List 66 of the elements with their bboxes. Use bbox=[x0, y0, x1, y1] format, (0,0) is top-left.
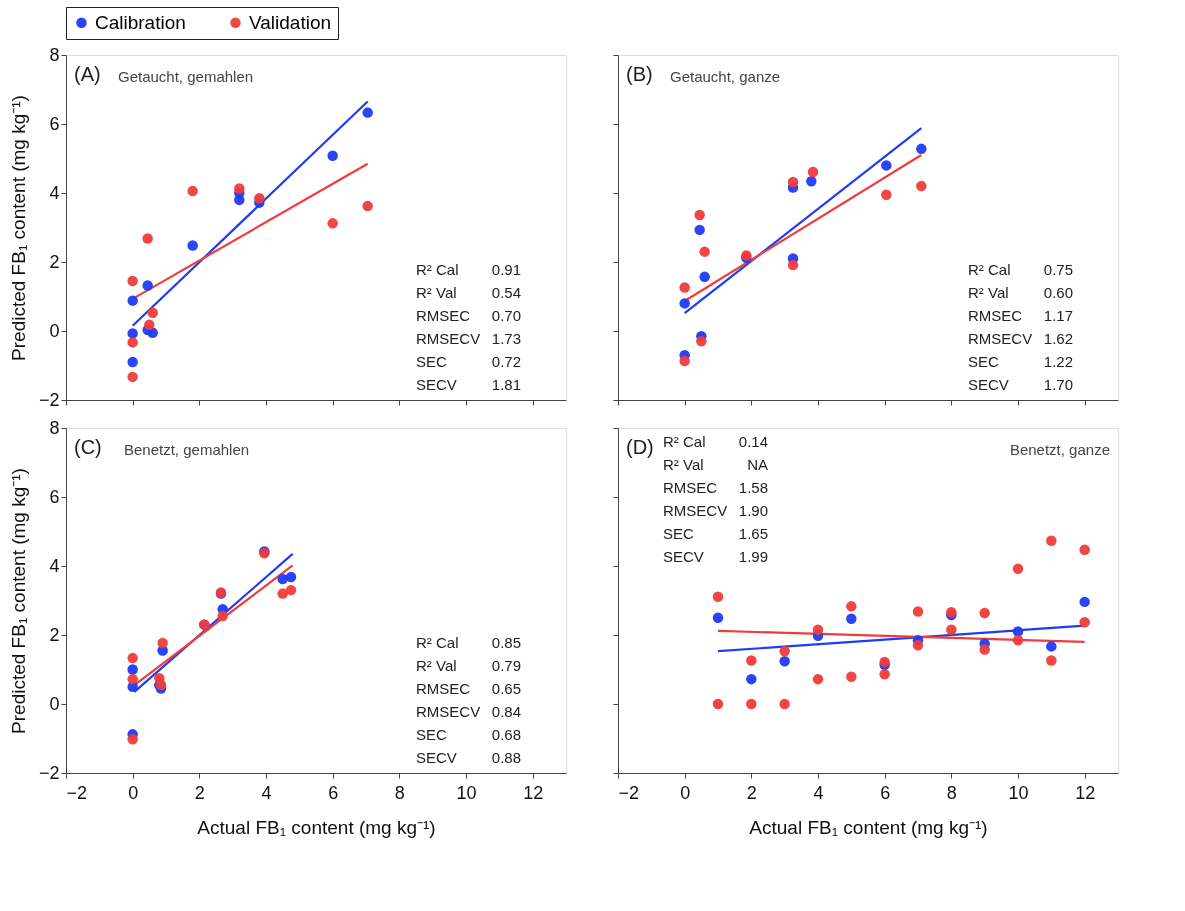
annotation: RMSECV 1.73 bbox=[416, 330, 521, 347]
text: R² Cal 0.14 bbox=[663, 433, 768, 450]
text: RMSEC 1.17 bbox=[968, 307, 1073, 324]
x-tick-label: 8 bbox=[394, 782, 405, 803]
y-tick-label: 4 bbox=[49, 555, 60, 576]
text: SEC 1.65 bbox=[663, 525, 768, 542]
y-tick-label: −2 bbox=[38, 762, 60, 783]
text: R² Val 0.60 bbox=[968, 284, 1073, 301]
annotation: RMSECV 0.84 bbox=[416, 703, 521, 720]
annotation: Getaucht, ganze bbox=[670, 68, 781, 85]
legend-label: Calibration bbox=[95, 11, 186, 33]
x-tick-label: 4 bbox=[813, 782, 824, 803]
y-tick-label: 0 bbox=[49, 320, 60, 341]
text: R² Cal 0.85 bbox=[416, 634, 521, 651]
y-axis-title: Predicted FB₁ content (mg kg⁻¹) bbox=[7, 95, 29, 361]
x-tick-label: 12 bbox=[523, 782, 544, 803]
legend-label: Validation bbox=[249, 11, 332, 33]
annotation: Benetzt, ganze bbox=[1009, 441, 1110, 458]
x-axis-title: Actual FB₁ content (mg kg⁻¹) bbox=[197, 816, 436, 838]
y-tick-label: 2 bbox=[49, 624, 60, 645]
text: R² Cal 0.75 bbox=[968, 261, 1073, 278]
text: SECV 1.81 bbox=[416, 376, 521, 393]
annotation: Benetzt, gemahlen bbox=[124, 441, 250, 458]
x-tick-label: 0 bbox=[680, 782, 691, 803]
x-tick-label: 6 bbox=[880, 782, 891, 803]
x-tick-label: 2 bbox=[194, 782, 205, 803]
y-axis-title: Predicted FB₁ content (mg kg⁻¹) bbox=[7, 468, 29, 734]
annotation: (C) bbox=[74, 436, 102, 458]
y-tick-label: 6 bbox=[49, 486, 60, 507]
x-tick-label: 0 bbox=[128, 782, 139, 803]
text: RMSEC 0.65 bbox=[416, 680, 521, 697]
annotation: Getaucht, gemahlen bbox=[118, 68, 254, 85]
text: SECV 1.70 bbox=[968, 376, 1073, 393]
text: SEC 0.68 bbox=[416, 726, 521, 743]
text: R² Cal 0.91 bbox=[416, 261, 521, 278]
x-tick-label: 4 bbox=[261, 782, 272, 803]
y-tick-label: 6 bbox=[49, 113, 60, 134]
x-tick-label: 6 bbox=[328, 782, 339, 803]
x-tick-label: 10 bbox=[456, 782, 477, 803]
annotation: (B) bbox=[626, 63, 653, 85]
y-tick-label: 8 bbox=[49, 417, 60, 438]
text: SECV 1.99 bbox=[663, 548, 768, 565]
y-tick-label: 4 bbox=[49, 182, 60, 203]
x-axis-title: Actual FB₁ content (mg kg⁻¹) bbox=[749, 816, 988, 838]
x-tick-label: 8 bbox=[946, 782, 957, 803]
text: R² Val 0.79 bbox=[416, 657, 521, 674]
annotation: RMSECV 1.90 bbox=[663, 502, 768, 519]
y-tick-label: 0 bbox=[49, 693, 60, 714]
x-tick-label: −2 bbox=[618, 782, 640, 803]
x-tick-label: 10 bbox=[1008, 782, 1029, 803]
text: RMSEC 1.58 bbox=[663, 479, 768, 496]
text: SEC 1.22 bbox=[968, 353, 1073, 370]
x-tick-label: 2 bbox=[746, 782, 757, 803]
annotation: (A) bbox=[74, 63, 101, 85]
x-tick-label: 12 bbox=[1075, 782, 1096, 803]
y-tick-label: 8 bbox=[49, 44, 60, 65]
text: R² Val 0.54 bbox=[416, 284, 521, 301]
annotation: RMSECV 1.62 bbox=[968, 330, 1073, 347]
y-tick-label: 2 bbox=[49, 251, 60, 272]
x-tick-label: −2 bbox=[66, 782, 88, 803]
text: SEC 0.72 bbox=[416, 353, 521, 370]
text: R² Val NA bbox=[663, 456, 768, 473]
y-tick-label: −2 bbox=[38, 389, 60, 410]
text: SECV 0.88 bbox=[416, 749, 521, 766]
text: RMSEC 0.70 bbox=[416, 307, 521, 324]
annotation: (D) bbox=[626, 436, 654, 458]
